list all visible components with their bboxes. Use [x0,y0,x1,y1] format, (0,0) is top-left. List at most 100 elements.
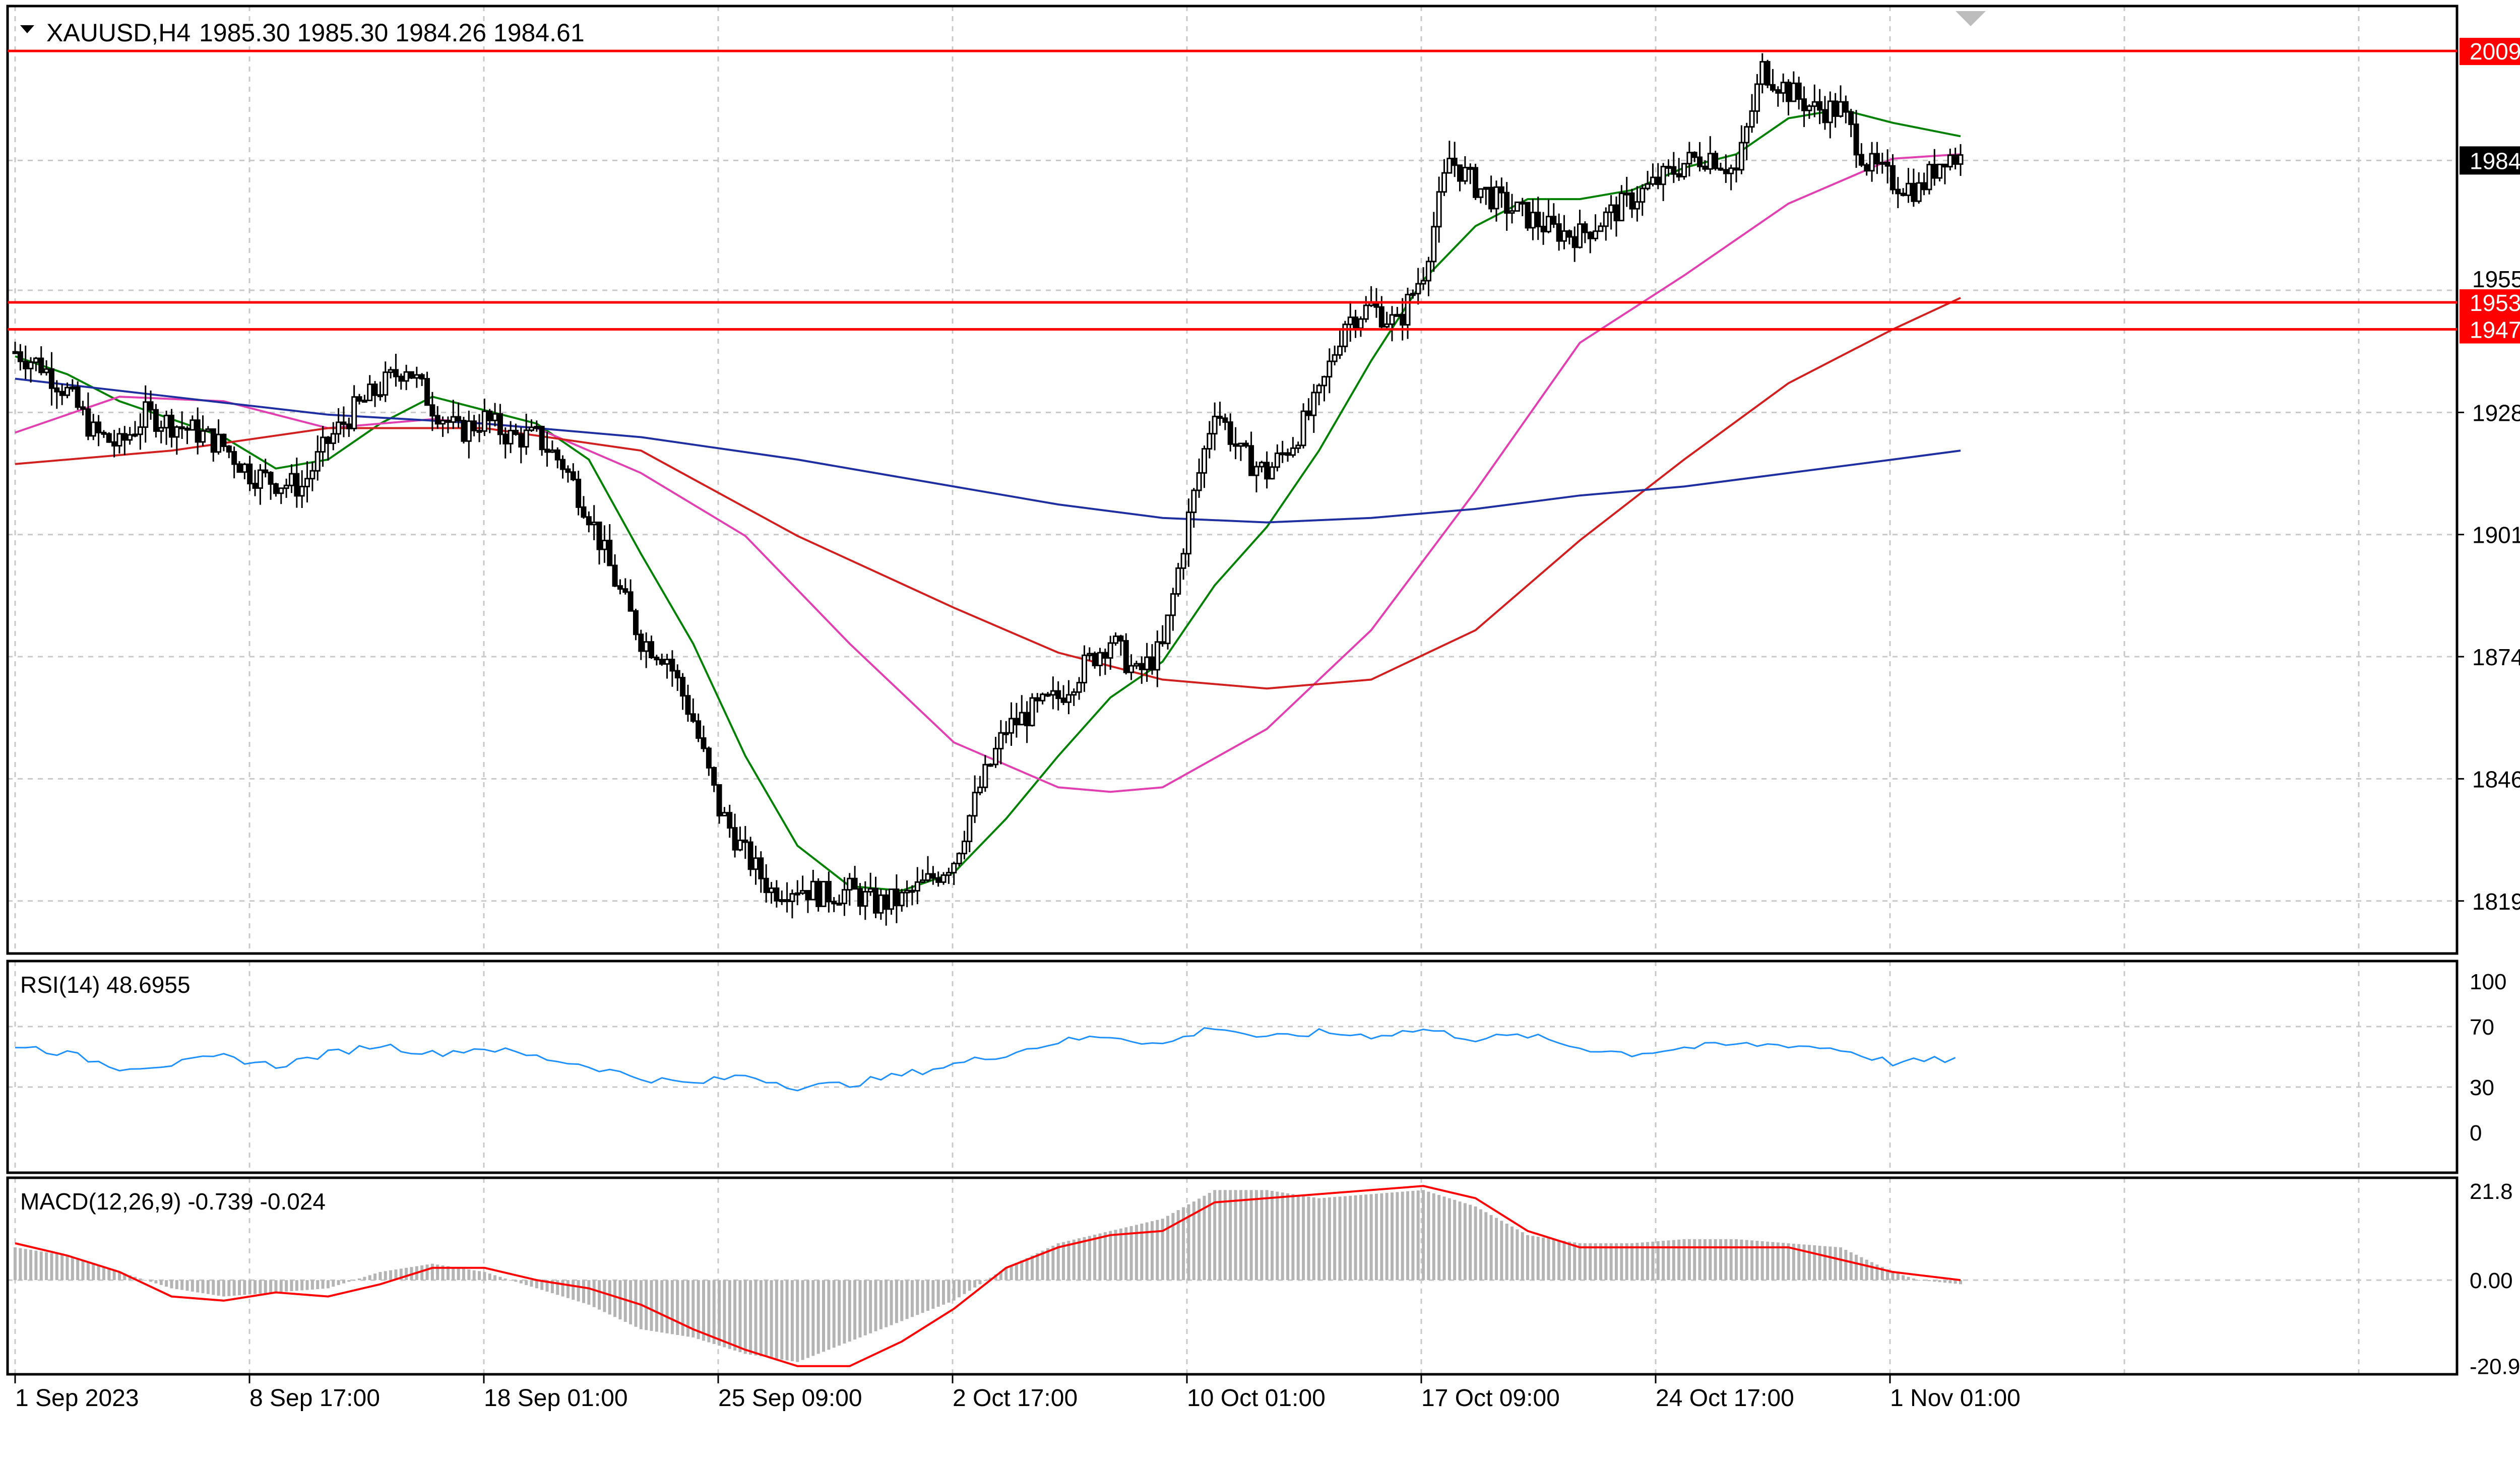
candle-body [1525,202,1531,229]
candle-body [1065,694,1072,703]
macd-bar [1620,1243,1623,1281]
candle-body [1185,512,1191,555]
macd-bar [1129,1226,1133,1281]
candle-body [617,585,623,590]
macd-bar [816,1280,820,1354]
candle-body [508,429,514,444]
candle-body [383,371,389,396]
macd-bar [1589,1243,1592,1281]
macd-bar [1599,1243,1602,1281]
candle-body [236,463,242,473]
macd-bar [1411,1191,1415,1281]
candle-body [163,414,169,429]
shift-marker-icon[interactable] [1956,11,1986,26]
macd-bar [1609,1243,1613,1281]
macd-bar [1312,1197,1315,1281]
macd-bar [1521,1232,1524,1281]
candle-body [106,433,112,443]
macd-bar [170,1280,173,1289]
macd-bar [1422,1190,1425,1281]
macd-bar [1792,1243,1795,1281]
candle-body [821,881,827,907]
macd-bar [1140,1224,1144,1281]
current-price-badge [2460,146,2520,175]
macd-bar [321,1280,325,1289]
macd-bar [264,1280,267,1294]
macd-bar [1703,1239,1707,1281]
candle-body [341,421,347,425]
candle-body [664,659,670,665]
candle-body [1926,164,1932,190]
candle-body [1540,225,1546,233]
macd-bar [1844,1250,1848,1281]
macd-bar [1818,1245,1821,1281]
candle-body [226,445,232,453]
macd-bar [503,1278,507,1281]
macd-bar [1109,1231,1112,1281]
macd-bar [1912,1278,1915,1281]
candle-body [1566,230,1572,238]
candle-body [596,521,602,550]
macd-bar [895,1280,898,1323]
candle-body [1530,212,1536,229]
horizontal-levels[interactable]: 2009.00 1953.001947.00 [8,38,2520,344]
candle-body [1378,306,1384,328]
candle-body [800,889,806,894]
candle-body [1681,163,1687,178]
candle-body [1718,167,1724,171]
price-panel[interactable]: 2009.00 1953.001947.00 [6,5,2520,955]
macd-bar [436,1264,439,1281]
time-axis: 1 Sep 2023 8 Sep 17:00 18 Sep 01:00 25 Sep … [14,1374,2021,1412]
macd-bar [1135,1225,1138,1281]
candle-body [336,421,342,435]
candle-body [231,451,237,465]
y-tick-label: 1955.70 [2472,266,2520,292]
candle-body [1571,236,1578,248]
candle-body [1431,226,1437,263]
rsi-panel[interactable] [6,960,2459,1174]
macd-bar [1072,1239,1076,1281]
candle-body [466,420,472,442]
macd-bar [1354,1195,1357,1281]
candle-body [737,839,743,851]
candle-body [1791,82,1797,102]
macd-bar [1922,1280,1926,1281]
macd-bar [1296,1195,1300,1281]
macd-bar [790,1280,794,1361]
chart-title: XAUUSD,H4 1985.30 1985.30 1984.26 1984.6… [20,19,585,47]
candle-body [283,484,289,489]
candle-body [288,473,294,486]
macd-bar [1239,1190,1242,1281]
macd-bar [712,1280,716,1344]
candle-body [314,451,321,472]
macd-bar [1573,1242,1577,1281]
candle-body [680,677,686,697]
macd-panel[interactable] [6,1176,2459,1376]
candle-body [581,506,587,518]
dropdown-triangle-icon[interactable] [20,25,34,33]
macd-bar [577,1280,580,1302]
macd-bar [117,1271,121,1281]
candle-body [1921,182,1927,190]
candle-body [492,413,498,421]
macd-bar [1265,1190,1269,1281]
candle-body [434,415,440,425]
candle-body [1598,225,1604,232]
candle-body [862,890,868,907]
rsi-tick-label: 100 [2470,970,2506,994]
macd-bar [905,1280,909,1319]
macd-bar [201,1280,205,1294]
candle-body [1118,635,1124,642]
x-tick-label: 18 Sep 01:00 [484,1385,628,1412]
macd-bar [1442,1196,1446,1281]
macd-tick-label: 21.8 [2470,1179,2513,1204]
candle-body [1436,191,1442,228]
macd-bar [498,1277,502,1281]
macd-bar [936,1280,940,1307]
macd-bar [931,1280,935,1309]
macd-bar [1474,1206,1477,1281]
macd-bar [1604,1243,1608,1281]
candle-body [1415,283,1421,295]
candle-body [17,351,23,362]
